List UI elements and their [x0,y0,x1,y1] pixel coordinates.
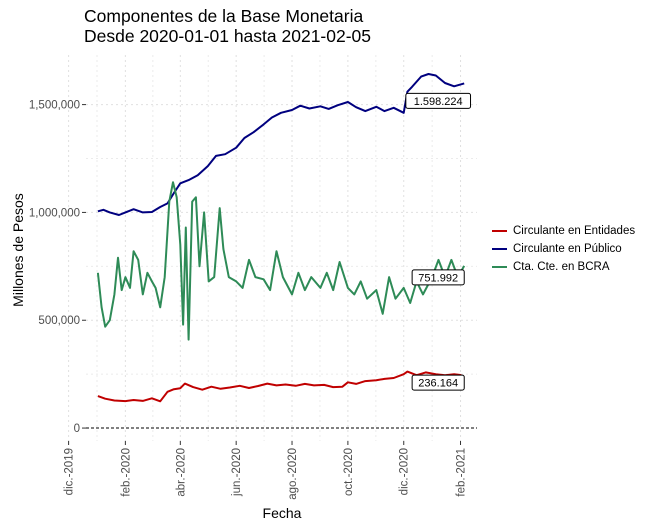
end-value-label: 1.598.224 [405,92,472,109]
end-label-text: 751.992 [418,272,458,284]
y-tick-label: 500,000 [38,315,80,327]
legend-swatch [492,230,507,232]
end-labels: 236.164 1.598.224 751.992 [405,92,472,391]
end-value-label: 236.164 [411,374,465,391]
series-lines [96,73,466,403]
x-axis-title: Fecha [262,505,302,521]
series-line [96,181,466,341]
chart-title: Componentes de la Base Monetaria [84,6,364,26]
x-tick-label: abr.-2020 [175,448,187,497]
end-value-label: 751.992 [411,269,465,286]
legend-label: Circulante en Entidades [513,225,636,237]
x-tick-label: oct.-2020 [343,448,355,496]
y-tick-label: 1,000,000 [29,207,80,219]
x-tick-label: dic.-2019 [64,448,76,495]
y-tick-label: 0 [74,423,80,435]
legend-label: Cta. Cte. en BCRA [513,261,610,273]
x-tick-label: feb.-2021 [456,448,468,497]
legend-item: Cta. Cte. en BCRA [492,258,635,276]
y-tick-label: 1,500,000 [29,100,80,112]
legend-swatch [492,266,507,268]
x-tick-label: feb.-2020 [120,448,132,497]
y-axis: 0 500,000 1,000,000 1,500,000 [29,100,86,435]
x-tick-label: jun.-2020 [231,448,243,497]
y-axis-title: Millones de Pesos [10,193,26,307]
x-axis: dic.-2019 feb.-2020 abr.-2020 jun.-2020 ago.… [64,441,468,500]
end-label-text: 1.598.224 [414,96,463,108]
legend-item: Circulante en Entidades [492,222,635,240]
chart-subtitle: Desde 2020-01-01 hasta 2021-02-05 [84,26,372,46]
legend: Circulante en Entidades Circulante en Pú… [492,222,635,276]
series-line [97,370,465,403]
legend-item: Circulante en Público [492,240,635,258]
legend-swatch [492,248,507,250]
end-label-box [405,92,472,109]
end-label-box [411,269,465,286]
end-label-box [411,374,465,391]
legend-label: Circulante en Público [513,243,622,255]
x-tick-label: dic.-2020 [399,448,411,495]
x-tick-label: ago.-2020 [287,448,299,500]
end-label-text: 236.164 [418,378,458,390]
